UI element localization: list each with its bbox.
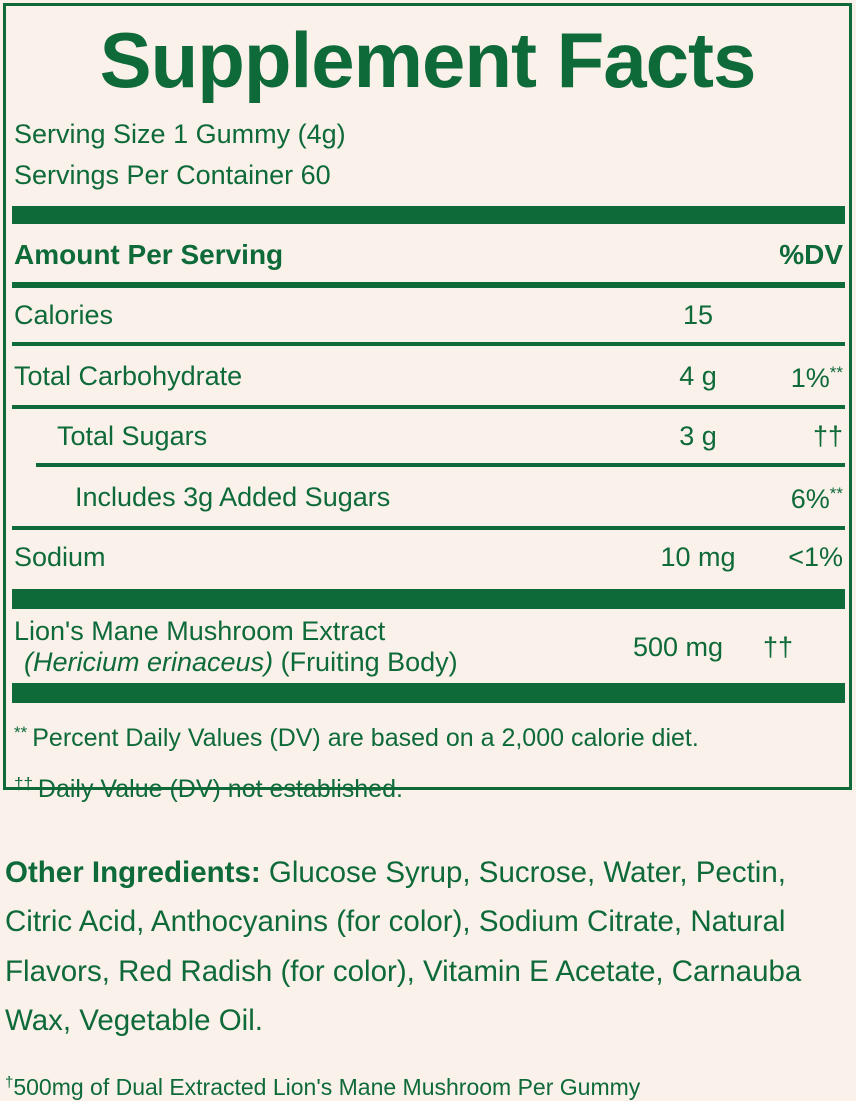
table-header-row: Amount Per Serving %DV — [6, 224, 849, 282]
dv-value: 1% — [790, 363, 830, 393]
nutrient-row-lions-mane: Lion's Mane Mushroom Extract (Hericium e… — [6, 609, 849, 683]
nutrient-dv: <1% — [788, 542, 843, 572]
nutrient-row-sodium: Sodium 10 mg <1% — [6, 530, 849, 584]
botanical-latin-line: (Hericium erinaceus) (Fruiting Body) — [14, 647, 633, 678]
nutrient-dv: †† — [812, 421, 843, 451]
footnote-dv-not-established: †† Daily Value (DV) not established. — [14, 767, 843, 806]
dv-column-label: %DV — [779, 239, 843, 270]
footnote-marker: ** — [14, 723, 28, 742]
botanical-latin-name: (Hericium erinaceus) — [24, 647, 274, 677]
nutrient-row-total-sugars: Total Sugars 3 g †† — [6, 409, 849, 463]
nutrient-row-total-carbohydrate: Total Carbohydrate 4 g 1%** — [6, 346, 849, 405]
supplement-facts-panel: Supplement Facts Serving Size 1 Gummy (4… — [3, 3, 852, 803]
nutrient-name: Total Carbohydrate — [14, 360, 243, 391]
nutrient-name: Lion's Mane Mushroom Extract (Hericium e… — [14, 616, 633, 678]
nutrient-name: Sodium — [14, 542, 106, 572]
other-ingredients-paragraph: Other Ingredients: Glucose Syrup, Sucros… — [5, 848, 850, 1046]
other-ingredients-label: Other Ingredients: — [5, 855, 261, 889]
dagger-marker: † — [5, 1074, 14, 1091]
servings-per-container-line: Servings Per Container 60 — [14, 160, 331, 190]
nutrient-row-calories: Calories 15 — [6, 288, 849, 342]
nutrient-row-added-sugars: Includes 3g Added Sugars 6%** — [6, 467, 849, 526]
botanical-part-used: (Fruiting Body) — [273, 647, 458, 677]
divider-bar-bottom — [12, 683, 845, 703]
dagger-text: 500mg of Dual Extracted Lion's Mane Mush… — [13, 1074, 641, 1100]
separator-thin — [12, 405, 845, 409]
nutrient-amount: 3 g — [679, 421, 717, 451]
nutrient-amount: 10 mg — [660, 542, 736, 572]
botanical-name: Lion's Mane Mushroom Extract — [14, 616, 386, 646]
nutrient-dv: 6%** — [763, 477, 843, 516]
separator-thin-indented — [36, 463, 845, 467]
footnote-text: Percent Daily Values (DV) are based on a… — [32, 724, 699, 752]
footnote-text: Daily Value (DV) not established. — [37, 775, 403, 803]
dv-footnote-marker: ** — [829, 484, 843, 503]
panel-title: Supplement Facts — [99, 16, 757, 104]
dv-value: 6% — [790, 484, 830, 514]
nutrient-amount: 4 g — [679, 360, 717, 391]
footnote-daily-values: ** Percent Daily Values (DV) are based on… — [14, 716, 843, 755]
nutrient-dv: 1%** — [763, 356, 843, 395]
other-ingredients-text: Glucose Syrup, Sucrose, Water, Pectin, C… — [5, 855, 802, 1038]
separator-thin — [12, 526, 845, 530]
nutrient-amount: 15 — [682, 300, 714, 330]
separator-thin — [12, 342, 845, 346]
divider-bar-top — [12, 206, 845, 224]
footnote-marker: †† — [14, 774, 33, 793]
nutrient-name: Calories — [14, 300, 114, 330]
nutrient-name: Includes 3g Added Sugars — [75, 481, 391, 512]
dagger-footnote: †500mg of Dual Extracted Lion's Mane Mus… — [5, 1069, 850, 1101]
dv-footnote-marker: ** — [829, 363, 843, 382]
amount-per-serving-label: Amount Per Serving — [14, 239, 284, 270]
footnotes-section: ** Percent Daily Values (DV) are based on… — [6, 703, 849, 806]
separator-medium — [12, 282, 845, 288]
divider-bar-middle — [12, 589, 845, 609]
nutrient-amount: 500 mg — [633, 631, 724, 662]
nutrient-name: Total Sugars — [57, 421, 208, 451]
nutrient-dv: †† — [763, 631, 794, 662]
serving-size-line: Serving Size 1 Gummy (4g) — [14, 119, 346, 149]
